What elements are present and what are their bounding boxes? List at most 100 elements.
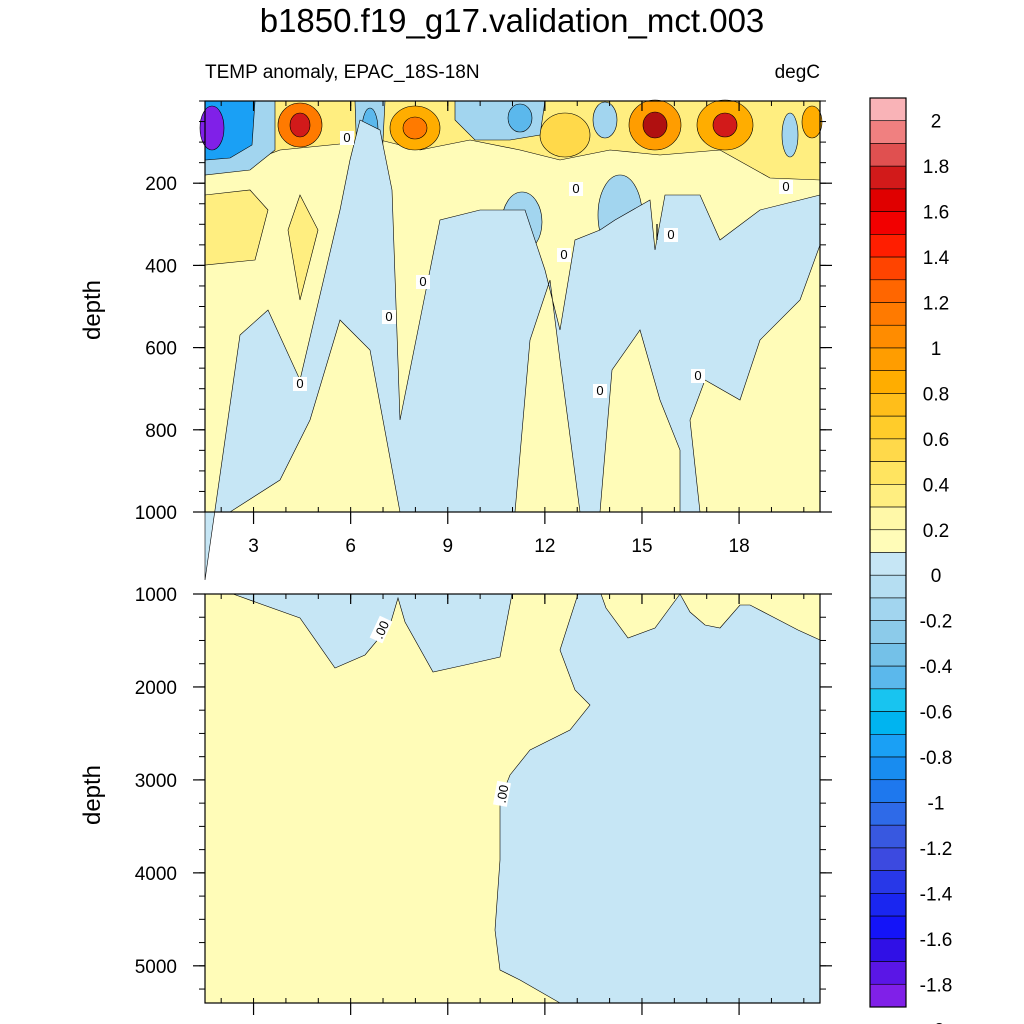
colorbar-swatch bbox=[869, 870, 907, 894]
contour-label: 0 bbox=[691, 368, 705, 383]
colorbar-frame bbox=[869, 97, 907, 1008]
colorbar-swatch bbox=[869, 893, 907, 917]
colorbar-swatch bbox=[869, 461, 907, 485]
y-tick-label: 600 bbox=[145, 339, 177, 360]
colorbar-swatch bbox=[869, 711, 907, 735]
lower-axis-ticks: 1000 2000 3000 4000 5000 bbox=[135, 585, 832, 1015]
colorbar-swatch bbox=[869, 484, 907, 508]
colorbar-label: 0 bbox=[931, 566, 942, 587]
colorbar-swatch bbox=[869, 370, 907, 394]
upper-cold-tongue bbox=[507, 103, 533, 133]
colorbar-label: -1.8 bbox=[920, 975, 953, 996]
colorbar-swatch bbox=[869, 188, 907, 212]
colorbar-label: 0.2 bbox=[923, 521, 949, 542]
contour-label: 0 bbox=[593, 383, 607, 398]
contour-label: 0 bbox=[416, 274, 430, 289]
colorbar-swatch bbox=[869, 574, 907, 599]
y-tick-label: 3000 bbox=[135, 771, 177, 792]
svg-text:.00: .00 bbox=[371, 618, 392, 641]
colorbar-swatch bbox=[869, 120, 907, 144]
colorbar-swatch bbox=[869, 97, 907, 122]
colorbar-label: 1.4 bbox=[923, 248, 950, 269]
upper-hotspot bbox=[539, 112, 591, 158]
svg-text:.00: .00 bbox=[494, 784, 512, 804]
colorbar-swatch bbox=[869, 529, 907, 553]
chart-title: b1850.f19_g17.validation_mct.003 bbox=[259, 2, 765, 39]
svg-text:0: 0 bbox=[560, 247, 567, 262]
x-tick-label: 12 bbox=[534, 536, 555, 557]
upper-cold-tongue bbox=[592, 101, 618, 139]
y-tick-label: 400 bbox=[145, 256, 177, 277]
colorbar-label: -1.4 bbox=[920, 884, 953, 905]
colorbar-label: 1.8 bbox=[923, 157, 949, 178]
lower-panel bbox=[205, 593, 821, 1004]
colorbar-swatch bbox=[869, 643, 907, 667]
colorbar-label: 0.4 bbox=[923, 475, 950, 496]
svg-text:0: 0 bbox=[667, 227, 674, 242]
colorbar-swatch bbox=[869, 347, 907, 372]
lower-negative-region bbox=[494, 593, 821, 1004]
x-tick-label: 18 bbox=[729, 536, 750, 557]
colorbar-swatch bbox=[869, 733, 907, 758]
upper-hotspot bbox=[712, 112, 738, 138]
x-tick-label: 3 bbox=[248, 536, 259, 557]
y-tick-label: 200 bbox=[145, 174, 177, 195]
colorbar-swatch bbox=[869, 802, 907, 826]
svg-text:0: 0 bbox=[572, 181, 579, 196]
colorbar-swatch bbox=[869, 983, 907, 1008]
upper-warm-pocket bbox=[287, 194, 319, 301]
upper-axis-ticks: 3 6 9 12 15 18 200 400 600 800 1000 bbox=[135, 100, 832, 557]
upper-y-axis-title: depth bbox=[79, 280, 106, 340]
upper-hotspot bbox=[402, 116, 428, 140]
upper-cold-tongue bbox=[781, 112, 799, 158]
svg-text:0: 0 bbox=[694, 368, 701, 383]
y-tick-label: 1000 bbox=[135, 585, 177, 606]
x-tick-label: 15 bbox=[631, 536, 652, 557]
colorbar-swatch bbox=[869, 234, 907, 258]
colorbar-label: 1.6 bbox=[923, 203, 949, 224]
lower-contour-labels: .00 .00 bbox=[369, 615, 512, 807]
svg-text:0: 0 bbox=[385, 309, 392, 324]
colorbar-swatch bbox=[869, 211, 907, 235]
colorbar-label: -2 bbox=[928, 1021, 945, 1024]
contour-label: 0 bbox=[569, 181, 583, 196]
colorbar-label: 1 bbox=[931, 339, 942, 360]
colorbar-swatch bbox=[869, 506, 907, 531]
colorbar-swatch bbox=[869, 824, 907, 849]
colorbar-swatch bbox=[869, 393, 907, 417]
colorbar-swatch bbox=[869, 165, 907, 190]
colorbar-swatch bbox=[869, 915, 907, 940]
colorbar-label: 0.6 bbox=[923, 430, 949, 451]
x-tick-label: 6 bbox=[345, 536, 356, 557]
colorbar-swatch bbox=[869, 665, 907, 690]
y-tick-label: 800 bbox=[145, 421, 177, 442]
colorbar-swatch bbox=[869, 961, 907, 985]
colorbar-swatch bbox=[869, 688, 907, 712]
colorbar-label: 0.8 bbox=[923, 384, 949, 405]
upper-hotspot bbox=[801, 105, 823, 139]
contour-label: 0 bbox=[382, 309, 396, 324]
colorbar-swatch bbox=[869, 597, 907, 621]
units-subtitle: degC bbox=[774, 62, 820, 83]
contour-label: 0 bbox=[340, 130, 354, 145]
colorbar-swatch bbox=[869, 779, 907, 803]
y-tick-label: 5000 bbox=[135, 957, 177, 978]
svg-text:0: 0 bbox=[782, 179, 789, 194]
contour-label: 0 bbox=[779, 179, 793, 194]
colorbar-swatch bbox=[869, 552, 907, 576]
contour-label: 0 bbox=[293, 376, 307, 391]
colorbar-swatch bbox=[869, 256, 907, 281]
colorbar-swatch bbox=[869, 847, 907, 871]
colorbar-label: -0.2 bbox=[920, 612, 953, 633]
upper-panel bbox=[199, 99, 823, 581]
colorbar-label: -0.4 bbox=[920, 657, 953, 678]
colorbar-swatch bbox=[869, 938, 907, 962]
contour-label: 0 bbox=[557, 247, 571, 262]
upper-cold-core bbox=[199, 105, 225, 151]
y-tick-label: 1000 bbox=[135, 503, 177, 524]
upper-hotspot bbox=[642, 111, 668, 139]
colorbar-label: 2 bbox=[931, 112, 942, 133]
upper-hotspot bbox=[289, 112, 311, 138]
colorbar-label: -1.2 bbox=[920, 839, 953, 860]
